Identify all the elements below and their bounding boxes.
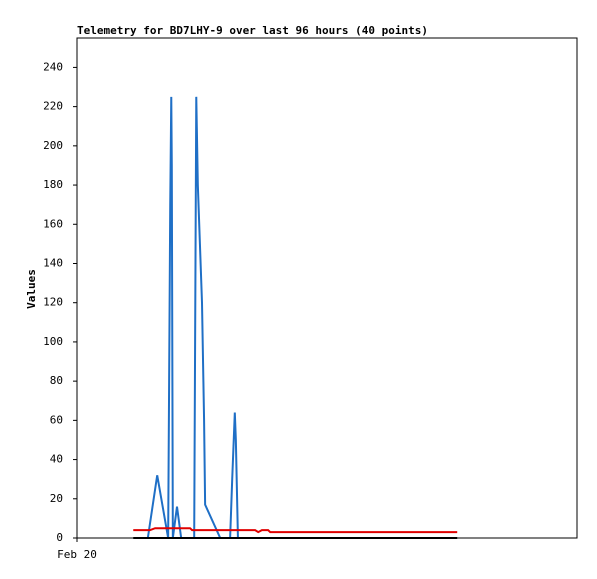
y-tick-label: 180 — [43, 178, 63, 191]
y-tick-label: 80 — [50, 374, 63, 387]
y-tick-label: 160 — [43, 217, 63, 230]
y-tick-label: 200 — [43, 139, 63, 152]
chart-title: Telemetry for BD7LHY-9 over last 96 hour… — [77, 24, 428, 37]
x-tick-label: Feb 20 — [57, 548, 97, 561]
y-tick-label: 20 — [50, 492, 63, 505]
y-tick-label: 0 — [56, 531, 63, 544]
series-line — [133, 527, 458, 534]
y-axis-label: Values — [25, 269, 38, 309]
y-tick-label: 60 — [50, 413, 63, 426]
y-tick-label: 140 — [43, 256, 63, 269]
y-tick-label: 120 — [43, 296, 63, 309]
y-tick-label: 100 — [43, 335, 63, 348]
y-tick-label: 240 — [43, 60, 63, 73]
y-tick-label: 220 — [43, 100, 63, 113]
series-line — [146, 96, 239, 539]
y-tick-label: 40 — [50, 453, 63, 466]
